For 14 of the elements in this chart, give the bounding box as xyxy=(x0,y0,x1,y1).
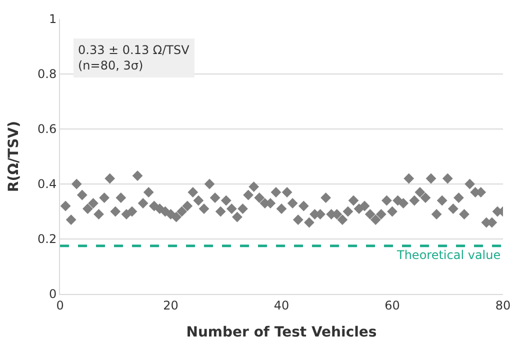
x-axis-title: Number of Test Vehicles xyxy=(186,324,377,341)
annotation: 0.33 ± 0.13 Ω/TSV (n=80, 3σ) xyxy=(78,43,190,73)
y-tick-label: 1 xyxy=(48,12,57,26)
y-tick-label: 0.4 xyxy=(38,177,57,192)
y-tick-label: 0.8 xyxy=(38,67,57,82)
x-tick-label: 60 xyxy=(384,298,400,312)
y-tick-label: 0.2 xyxy=(38,232,57,246)
y-axis-title: R(Ω/TSV) xyxy=(6,120,22,192)
y-tick-label: 0 xyxy=(48,287,57,302)
y-tick-label: 0.6 xyxy=(38,122,57,136)
x-tick-label: 40 xyxy=(274,298,290,312)
x-tick-label: 80 xyxy=(495,298,511,312)
ref-line-label: Theoretical value xyxy=(396,248,501,262)
x-tick-label: 20 xyxy=(163,298,178,312)
